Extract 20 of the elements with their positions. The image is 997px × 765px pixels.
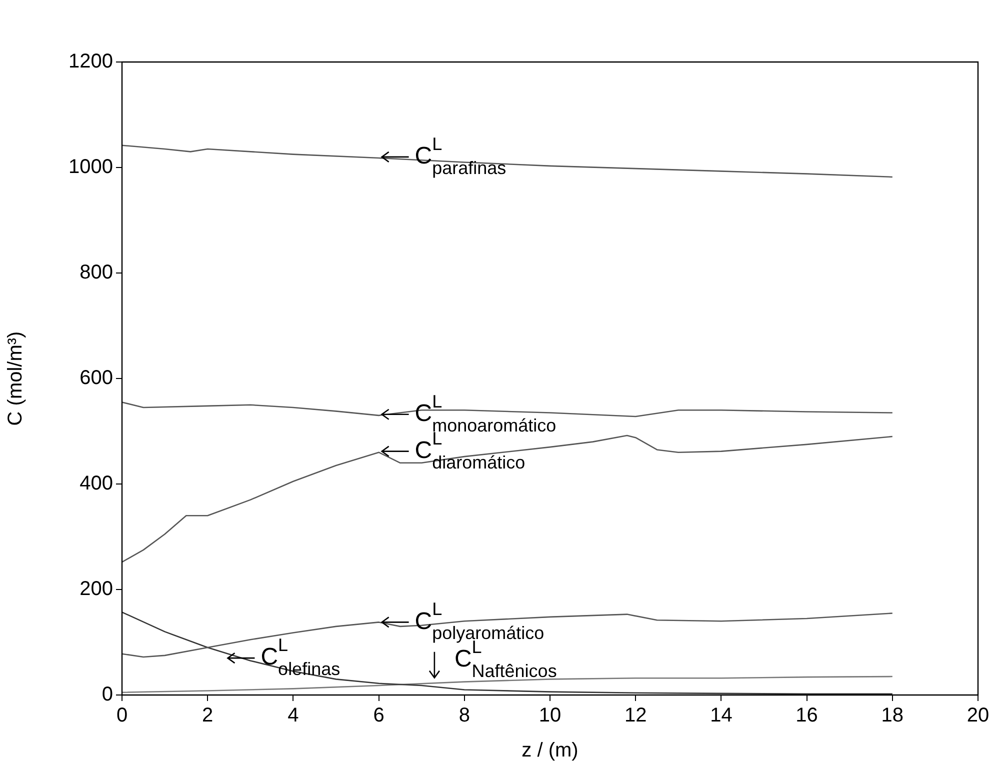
x-tick-label: 4 [288,704,299,727]
y-axis-title: C (mol/m³) [4,331,27,426]
x-tick-label: 8 [458,704,470,727]
x-tick-label: 6 [373,704,384,727]
x-tick-label: 18 [881,704,904,727]
y-tick-label: 800 [80,262,113,284]
x-tick-label: 2 [202,704,214,727]
x-tick-label: 16 [796,704,818,727]
y-tick-label: 1000 [68,156,113,178]
y-tick-label: 600 [80,367,113,390]
x-tick-label: 10 [538,704,562,727]
y-tick-label: 200 [80,578,113,600]
x-tick-label: 20 [966,704,990,727]
y-tick-label: 400 [80,472,113,495]
x-tick-label: 12 [624,704,647,727]
x-tick-label: 0 [116,704,128,727]
y-tick-label: 0 [102,684,113,706]
x-axis-title: z / (m) [522,740,578,762]
x-tick-label: 14 [710,704,732,727]
y-tick-label: 1200 [68,50,113,73]
